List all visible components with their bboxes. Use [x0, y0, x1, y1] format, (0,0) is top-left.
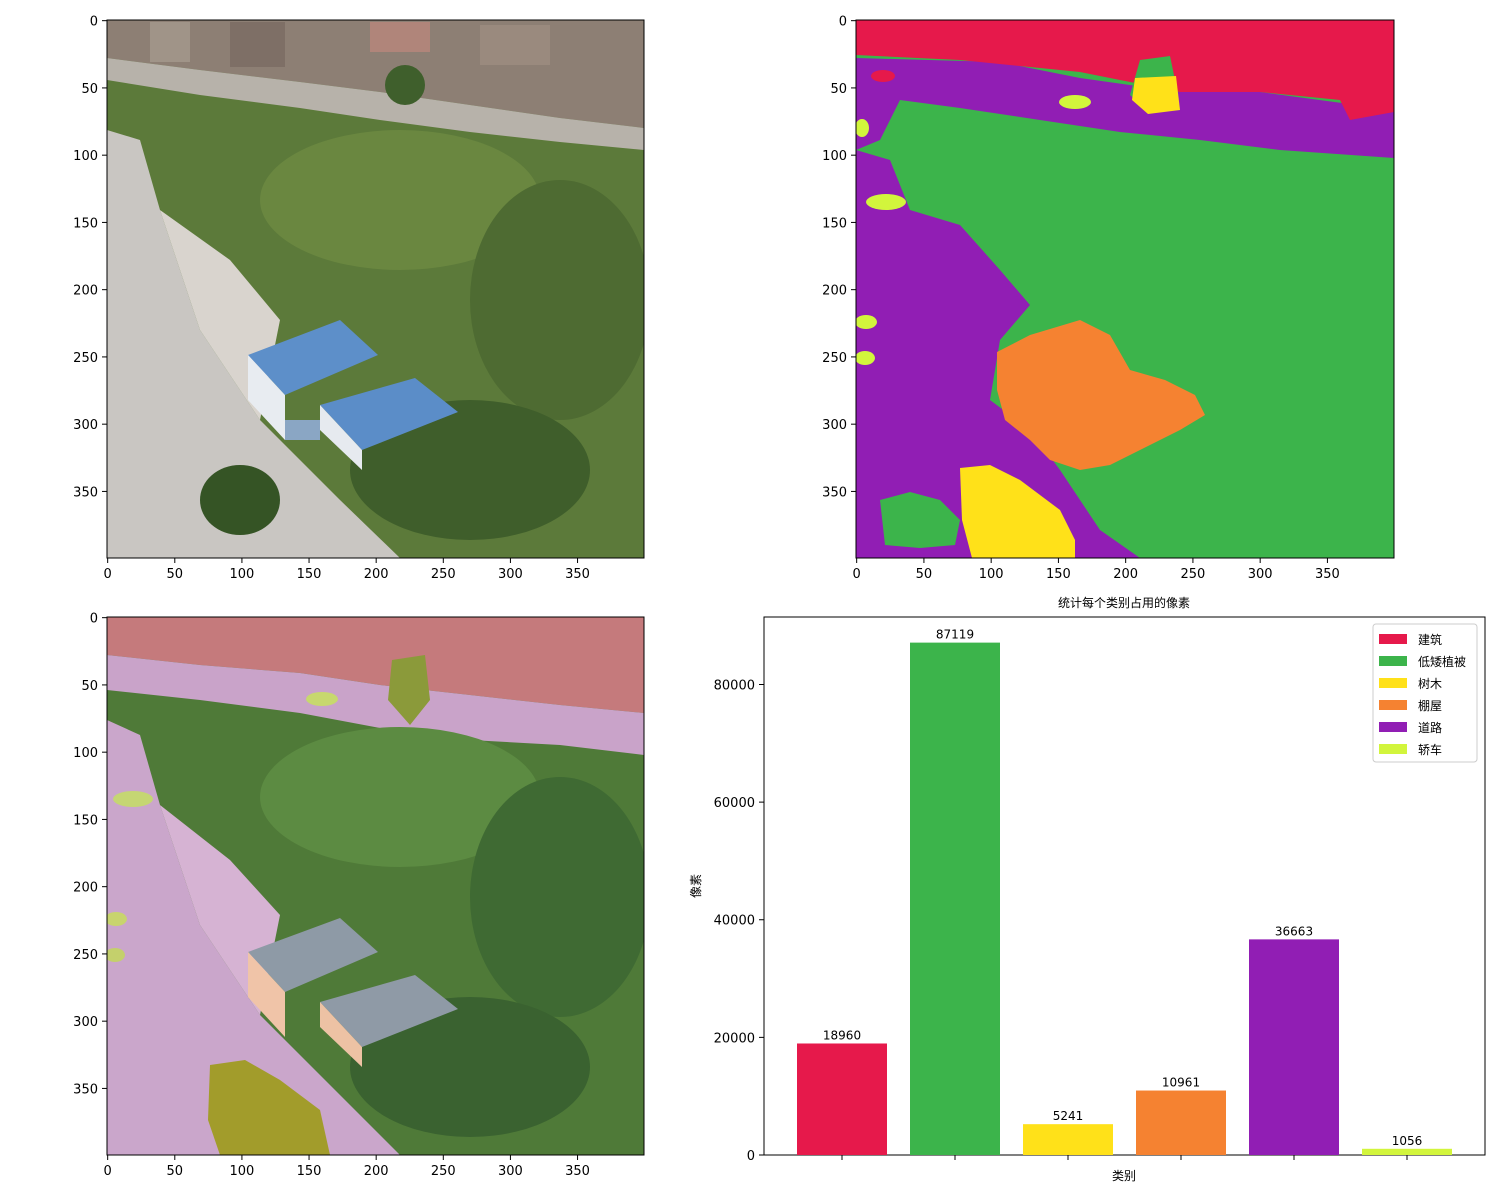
overlay-x-tick-label: 300 — [498, 1164, 523, 1179]
bar-value-label: 5241 — [1053, 1109, 1084, 1123]
legend-label: 低矮植被 — [1418, 654, 1466, 669]
photo-y-tick-label: 300 — [73, 418, 98, 433]
mask-frame — [855, 19, 1395, 559]
chart-plot-frame — [763, 616, 1486, 1156]
y-tick-label: 40000 — [714, 914, 755, 929]
photo-x-tick-label: 150 — [297, 567, 322, 582]
image-axes-group: 0 0 50 50 100 100 150 150 200 200 250 250 300 300 350 3… — [73, 15, 1395, 1179]
photo-x-tick-label: 300 — [498, 567, 523, 582]
bar-3 — [1023, 1124, 1113, 1155]
overlay-x-tick-label: 0 — [104, 1164, 112, 1179]
x-axis — [841, 1155, 1408, 1160]
photo-frame — [106, 19, 645, 559]
photo-x-tick-label: 250 — [431, 567, 456, 582]
y-axis: 0 20000 40000 60000 80000 — [714, 678, 764, 1164]
mask-x-tick-label: 300 — [1248, 567, 1273, 582]
bar-2 — [910, 642, 1000, 1155]
bar-value-label: 10961 — [1162, 1076, 1200, 1090]
mask-y-tick-label: 300 — [822, 418, 847, 433]
overlay-y-tick-label: 0 — [90, 612, 98, 627]
overlay-x-tick-label: 150 — [297, 1164, 322, 1179]
legend-swatch — [1379, 744, 1407, 754]
photo-y-tick-label: 150 — [73, 216, 98, 231]
photo-y-tick-label: 50 — [81, 82, 98, 97]
overlay-y-tick-label: 200 — [73, 881, 98, 896]
legend-label: 树木 — [1418, 676, 1442, 691]
legend-label: 轿车 — [1418, 742, 1442, 757]
photo-x-tick-label: 100 — [230, 567, 255, 582]
photo-y-tick-label: 350 — [73, 485, 98, 500]
bars-group — [797, 642, 1452, 1155]
y-tick-label: 60000 — [714, 796, 755, 811]
photo-x-tick-label: 350 — [565, 567, 590, 582]
bar-value-label: 36663 — [1275, 924, 1313, 938]
mask-y-tick-label: 250 — [822, 351, 847, 366]
x-axis-label: 类别 — [1112, 1169, 1136, 1183]
legend-label: 建筑 — [1418, 632, 1442, 647]
mask-x-tick-label: 200 — [1113, 567, 1138, 582]
bar-1 — [797, 1043, 887, 1155]
mask-y-tick-label: 350 — [822, 485, 847, 500]
overlay-y-tick-label: 350 — [73, 1082, 98, 1097]
photo-y-tick-label: 200 — [73, 284, 98, 299]
y-tick-label: 0 — [747, 1149, 755, 1164]
overlay-y-tick-label: 100 — [73, 746, 98, 761]
mask-y-tick-label: 0 — [839, 15, 847, 30]
bar-5 — [1249, 939, 1339, 1155]
y-tick-label: 20000 — [714, 1031, 755, 1046]
mask-x-tick-label: 50 — [916, 567, 933, 582]
legend-label: 棚屋 — [1418, 698, 1442, 713]
legend-swatch — [1379, 634, 1407, 644]
chart-title: 统计每个类别占用的像素 — [1058, 595, 1190, 610]
overlay-frame — [106, 616, 645, 1156]
overlay-x-tick-label: 50 — [167, 1164, 184, 1179]
mask-y-tick-label: 200 — [822, 284, 847, 299]
mask-x-tick-label: 0 — [853, 567, 861, 582]
mask-x-tick-label: 100 — [979, 567, 1004, 582]
overlay-y-tick-label: 300 — [73, 1015, 98, 1030]
photo-y-tick-label: 0 — [90, 15, 98, 30]
segmentation-mask-panel — [856, 20, 1394, 558]
photo-x-tick-label: 50 — [167, 567, 184, 582]
overlay-x-tick-label: 200 — [364, 1164, 389, 1179]
legend-label: 道路 — [1418, 720, 1442, 735]
legend-swatch — [1379, 678, 1407, 688]
bar-value-label: 1056 — [1392, 1134, 1423, 1148]
photo-y-tick-label: 100 — [73, 149, 98, 164]
legend-swatch — [1379, 656, 1407, 666]
mask-y-tick-label: 150 — [822, 216, 847, 231]
mask-y-tick-label: 100 — [822, 149, 847, 164]
bar-labels-group: 18960 87119 5241 10961 36663 1056 — [823, 628, 1422, 1148]
y-axis-label: 像素 — [689, 874, 703, 898]
mask-x-tick-label: 150 — [1046, 567, 1071, 582]
photo-x-tick-label: 0 — [104, 567, 112, 582]
overlay-x-tick-label: 250 — [431, 1164, 456, 1179]
overlay-x-tick-label: 100 — [230, 1164, 255, 1179]
bar-value-label: 18960 — [823, 1028, 861, 1042]
overlay-y-tick-label: 50 — [81, 679, 98, 694]
bar-value-label: 87119 — [936, 628, 974, 642]
photo-x-tick-label: 200 — [364, 567, 389, 582]
overlay-y-tick-label: 150 — [73, 813, 98, 828]
bar-4 — [1136, 1090, 1226, 1155]
overlay-panel — [107, 617, 644, 1155]
photo-y-tick-label: 250 — [73, 351, 98, 366]
overlay-x-tick-label: 350 — [565, 1164, 590, 1179]
legend-swatch — [1379, 722, 1407, 732]
bar-chart: 统计每个类别占用的像素 18960 87119 5241 10961 36663 1056… — [689, 595, 1486, 1183]
mask-x-tick-label: 350 — [1315, 567, 1340, 582]
y-tick-label: 80000 — [714, 678, 755, 693]
mask-x-tick-label: 250 — [1181, 567, 1206, 582]
legend-swatch — [1379, 700, 1407, 710]
overlay-y-tick-label: 250 — [73, 948, 98, 963]
mask-y-tick-label: 50 — [830, 82, 847, 97]
aerial-photo-panel — [107, 20, 644, 558]
bar-6 — [1362, 1148, 1452, 1155]
